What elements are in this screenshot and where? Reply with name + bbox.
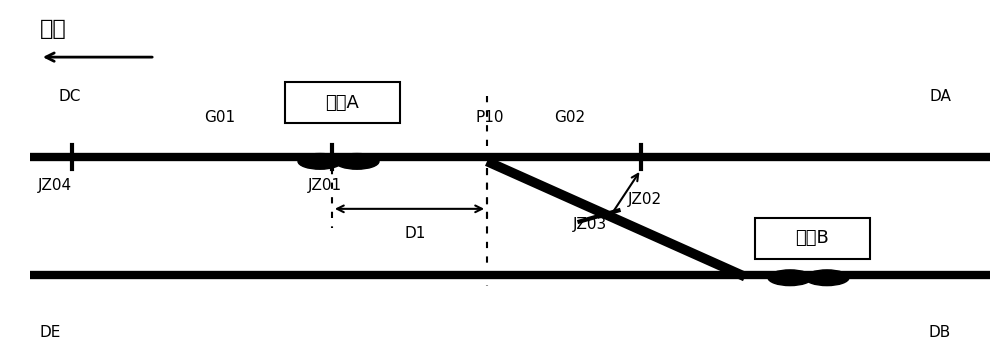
Circle shape [768, 270, 812, 286]
Circle shape [335, 154, 379, 169]
Text: DA: DA [929, 89, 951, 104]
Text: D1: D1 [404, 226, 426, 241]
FancyBboxPatch shape [285, 82, 400, 123]
Text: JZ02: JZ02 [628, 192, 662, 207]
Text: JZ01: JZ01 [308, 178, 342, 193]
Circle shape [298, 154, 342, 169]
Text: JZ03: JZ03 [573, 217, 607, 232]
Text: DE: DE [39, 325, 61, 340]
FancyBboxPatch shape [755, 218, 870, 259]
Text: DC: DC [59, 89, 81, 104]
Text: P10: P10 [476, 110, 504, 125]
Circle shape [805, 270, 849, 286]
Text: DB: DB [929, 325, 951, 340]
Text: 列车B: 列车B [796, 229, 829, 247]
Text: JZ04: JZ04 [38, 178, 72, 193]
Text: G02: G02 [554, 110, 586, 125]
Text: 列车A: 列车A [326, 94, 359, 112]
Text: G01: G01 [204, 110, 236, 125]
Text: 上行: 上行 [40, 19, 67, 39]
